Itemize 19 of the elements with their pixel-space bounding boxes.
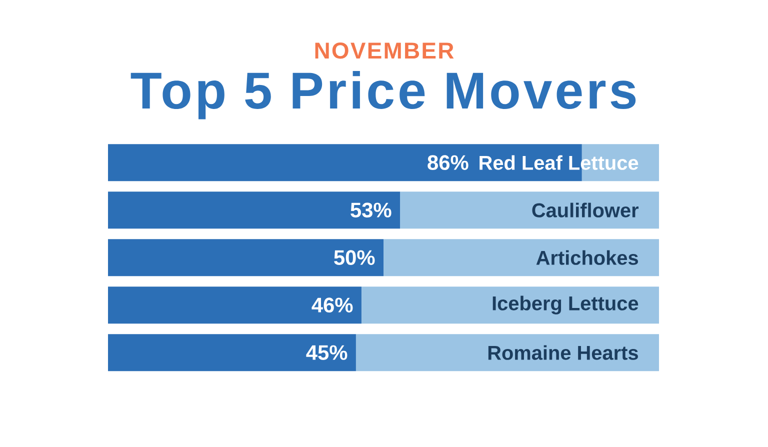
bar — [400, 192, 660, 229]
data-label: 50% — [334, 250, 375, 265]
y-tick-label: Iceberg Lettuce — [492, 296, 638, 314]
bar — [108, 286, 362, 324]
bar — [356, 334, 660, 372]
bar — [361, 286, 660, 324]
y-tick-label: Artichokes — [536, 250, 638, 265]
data-label: 46% — [312, 298, 353, 312]
bar — [108, 192, 400, 229]
data-label: 86% — [428, 155, 468, 170]
chart-subtitle: NOVEMBER — [315, 42, 454, 59]
data-label: 45% — [306, 345, 348, 360]
chart-title: Top 5 Price Movers — [130, 70, 636, 120]
data-label: 53% — [350, 202, 392, 218]
bar — [384, 239, 660, 276]
y-tick-label: Romaine Hearts — [488, 345, 638, 360]
y-tick-label: Cauliflower — [532, 202, 639, 218]
bar — [108, 334, 356, 372]
bar — [108, 239, 384, 276]
